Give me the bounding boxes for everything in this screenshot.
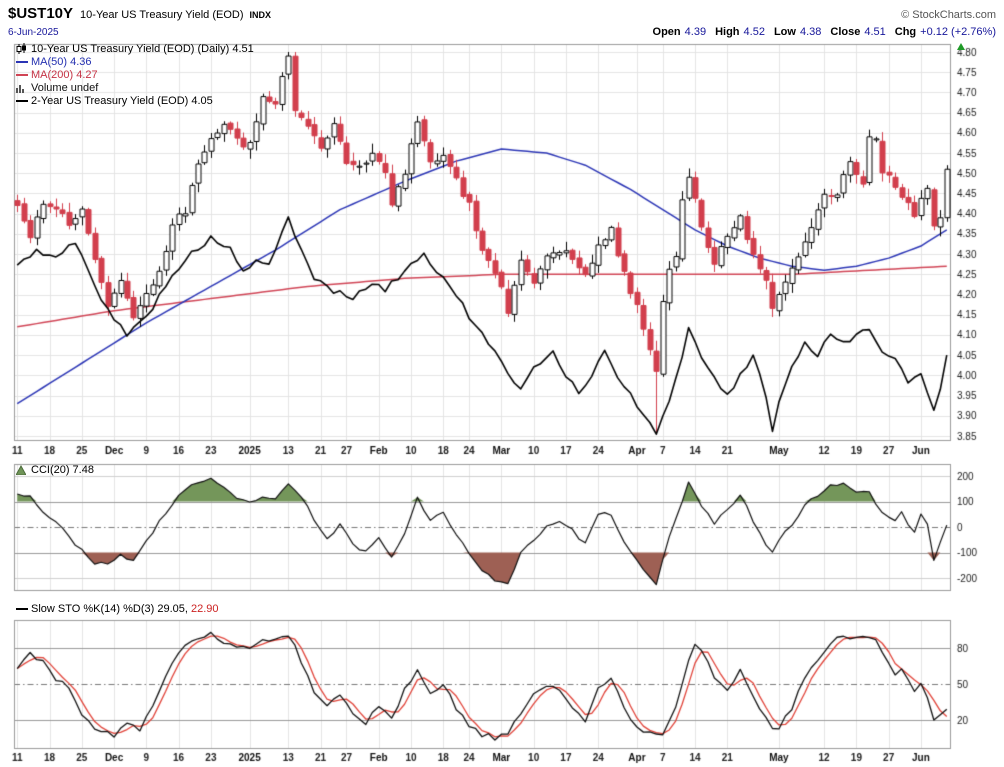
line-swatch [16,607,28,610]
line-swatch-icon [16,607,31,610]
legend-item: MA(200) 4.27 [16,68,254,81]
quote-value: 4.39 [684,26,707,38]
line-swatch-icon [16,73,31,76]
copyright: © StockCharts.com [901,9,996,21]
quote-value: +0.12 (+2.76%) [920,26,996,38]
legend-item: Slow STO %K(14) %D(3) 29.05, 22.90 [16,602,219,615]
cci-chart-canvas [0,462,1004,596]
instrument-title: 10-Year US Treasury Yield (EOD) [80,9,244,21]
quote-label: Open [652,26,681,38]
quote-strip: Open 4.39 High 4.52 Low 4.38 Close 4.51 Chg +0.12… [644,26,996,38]
quote-value: 4.52 [743,26,765,38]
header-line-2: 6-Jun-2025 Open 4.39 High 4.52 Low 4.38 Close 4… [8,26,996,38]
line-swatch-icon [16,99,31,102]
cci-area-icon [16,464,31,475]
price-chart-canvas [0,40,1004,462]
line-swatch [16,60,28,63]
legend-label: MA(200) 4.27 [31,68,98,81]
stochastic-chart-canvas [0,600,1004,767]
legend-label: 2-Year US Treasury Yield (EOD) 4.05 [31,94,213,107]
quote-label: Close [830,26,861,38]
legend-label: 10-Year US Treasury Yield (EOD) (Daily) … [31,42,254,55]
quote-label: High [715,26,740,38]
candlestick-icon [16,42,31,55]
exchange-label: INDX [249,10,271,20]
header-line-1: $UST10Y 10-Year US Treasury Yield (EOD) … [8,5,996,22]
legend-label: Slow STO %K(14) %D(3) 29.05, [31,602,188,615]
legend-item: 10-Year US Treasury Yield (EOD) (Daily) … [16,42,254,55]
stochastic-legend: Slow STO %K(14) %D(3) 29.05, 22.90 [16,602,219,615]
line-swatch [16,99,28,102]
legend-label: MA(50) 4.36 [31,55,92,68]
quote-label: Low [773,26,796,38]
chart-date: 6-Jun-2025 [8,27,59,38]
ticker-symbol: $UST10Y [8,5,74,22]
cci-legend: CCI(20) 7.48 [16,463,94,476]
legend-item: MA(50) 4.36 [16,55,254,68]
legend-label: Volume undef [31,81,99,94]
quote-value: 4.51 [864,26,886,38]
legend-label: 22.90 [187,602,219,615]
cci-panel: CCI(20) 7.48 [0,462,1004,596]
line-swatch-icon [16,60,31,63]
price-legend: 10-Year US Treasury Yield (EOD) (Daily) … [16,42,254,107]
yaxis-up-arrow-icon [957,43,965,50]
legend-label: CCI(20) 7.48 [31,463,94,476]
price-panel: 10-Year US Treasury Yield (EOD) (Daily) … [0,40,1004,462]
legend-item: Volume undef [16,81,254,94]
stochastic-panel: Slow STO %K(14) %D(3) 29.05, 22.90 [0,600,1004,767]
legend-item: 2-Year US Treasury Yield (EOD) 4.05 [16,94,254,107]
quote-label: Chg [894,26,917,38]
quote-value: 4.38 [799,26,822,38]
legend-item: CCI(20) 7.48 [16,463,94,476]
line-swatch [16,73,28,76]
volume-bars-icon [16,82,31,93]
chart-header: $UST10Y 10-Year US Treasury Yield (EOD) … [0,0,1004,40]
